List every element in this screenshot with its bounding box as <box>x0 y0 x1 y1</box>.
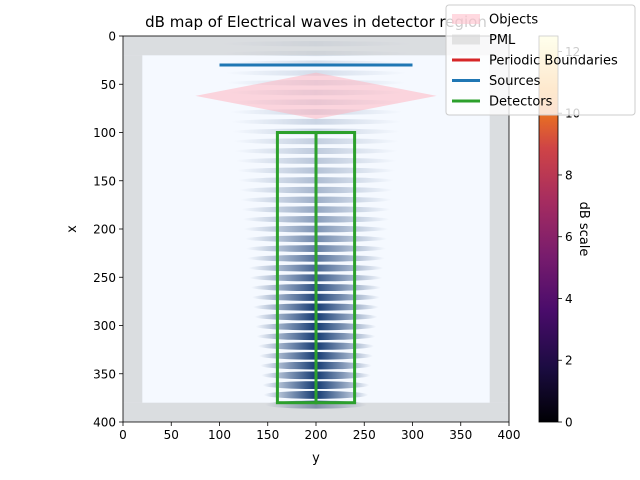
colorbar-tick-label: 6 <box>565 230 573 244</box>
y-tick-label: 250 <box>93 271 116 285</box>
x-tick-label: 350 <box>449 428 472 442</box>
chart-title: dB map of Electrical waves in detector r… <box>145 13 487 31</box>
legend-label: Detectors <box>489 95 553 110</box>
colorbar-tick-label: 0 <box>565 416 573 430</box>
colorbar-gradient <box>539 36 558 422</box>
colorbar-tick-label: 8 <box>565 168 573 182</box>
lens-object <box>195 72 437 119</box>
pml-right <box>489 55 509 403</box>
legend-label: Objects <box>489 13 538 28</box>
y-tick-label: 50 <box>101 78 116 92</box>
x-tick-label: 300 <box>401 428 424 442</box>
x-tick-label: 250 <box>353 428 376 442</box>
detector-boxes <box>275 131 357 405</box>
y-tick-label: 0 <box>108 30 116 44</box>
y-tick-label: 200 <box>93 223 116 237</box>
y-tick-label: 150 <box>93 174 116 188</box>
y-tick-label: 350 <box>93 367 116 381</box>
legend-label: Periodic Boundaries <box>489 54 618 69</box>
pml-bottom <box>123 402 509 422</box>
x-axis-label: y <box>312 451 320 466</box>
wave-fringe <box>230 118 402 125</box>
colorbar-tick-label: 4 <box>565 292 573 306</box>
legend-label: PML <box>489 33 516 48</box>
x-tick-label: 400 <box>498 428 521 442</box>
legend-box <box>445 4 636 116</box>
colorbar-tick-label: 2 <box>565 354 573 368</box>
y-tick-label: 400 <box>93 416 116 430</box>
y-tick-label: 300 <box>93 319 116 333</box>
legend-label: Sources <box>489 74 541 89</box>
colorbar: 024681012 dB scale <box>538 35 591 430</box>
pml-regions <box>123 36 509 422</box>
x-tick-label: 100 <box>208 428 231 442</box>
x-tick-label: 200 <box>305 428 328 442</box>
legend-swatch <box>452 14 480 24</box>
plot-area <box>123 36 509 422</box>
y-axis-label: x <box>65 225 80 233</box>
legend-entries: Objects PML Periodic Boundaries Sources Dete… <box>452 13 618 110</box>
x-axis-ticks: 0 50 100 150 200 250 300 350 400 <box>119 422 520 442</box>
legend: Objects PML Periodic Boundaries Sources Dete… <box>445 4 636 116</box>
pml-top <box>123 36 509 56</box>
x-tick-label: 150 <box>256 428 279 442</box>
pml-left <box>123 55 143 403</box>
x-tick-label: 0 <box>119 428 127 442</box>
colorbar-label: dB scale <box>576 202 591 257</box>
detector-box <box>314 131 357 405</box>
y-axis-ticks: 0 50 100 150 200 250 300 350 400 <box>93 30 123 430</box>
x-tick-label: 50 <box>164 428 179 442</box>
legend-swatch <box>452 34 480 45</box>
y-tick-label: 100 <box>93 126 116 140</box>
